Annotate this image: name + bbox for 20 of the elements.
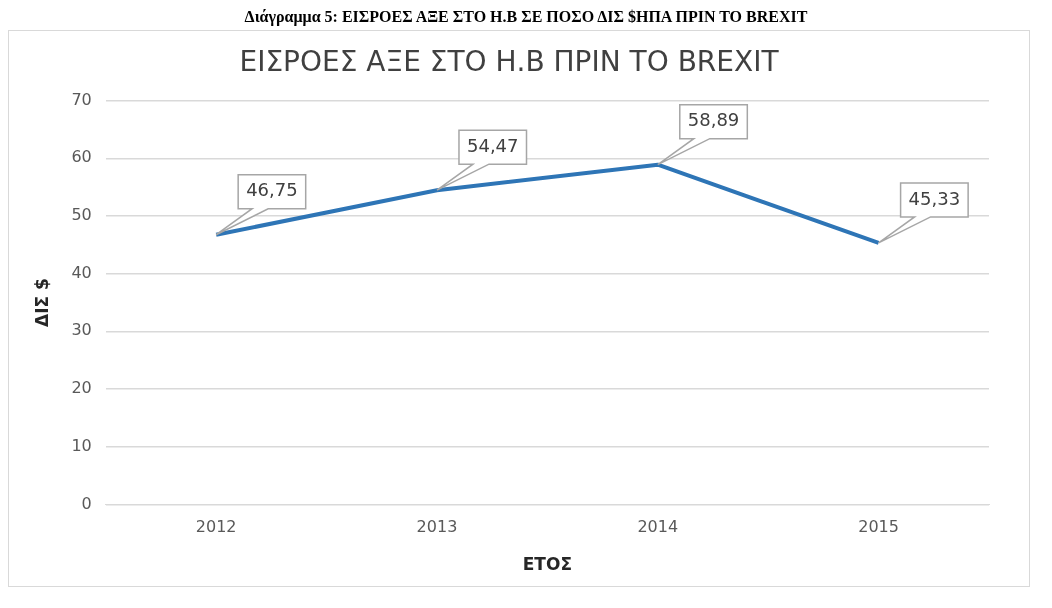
text: 45,33 <box>908 187 961 209</box>
y-tick-label: 20 <box>71 378 92 398</box>
y-tick-label: 70 <box>71 89 92 109</box>
y-tick-label: 0 <box>81 493 92 513</box>
y-axis-title: ΔΙΣ $ <box>31 278 52 327</box>
y-tick-label: 30 <box>71 320 92 340</box>
x-tick-label: 2014 <box>637 517 679 537</box>
text: 58,89 <box>687 109 740 131</box>
text: Διάγραμμα 5: ΕΙΣΡΟΕΣ ΑΞΕ ΣΤΟ Η.Β ΣΕ ΠΟΣΟ ΔΙΣ $ΗΠΑ ΠΡΙΝ ΤΟ BREXIT <box>243 8 809 26</box>
text: 54,47 <box>466 134 519 156</box>
chart-title: ΕΙΣΡΟΕΣ ΑΞΕ ΣΤΟ Η.Β ΠΡΙΝ ΤΟ BREXIT <box>239 45 780 79</box>
x-tick-label: 2012 <box>195 517 237 537</box>
text: 46,75 <box>246 179 298 201</box>
x-tick-label: 2013 <box>416 517 458 537</box>
y-tick-label: 60 <box>71 147 92 167</box>
y-tick-label: 40 <box>71 262 92 282</box>
x-tick-label: 2015 <box>858 517 899 537</box>
x-axis-title: ΕΤΟΣ <box>522 554 573 575</box>
y-tick-label: 10 <box>71 435 92 455</box>
y-tick-label: 50 <box>71 205 92 225</box>
